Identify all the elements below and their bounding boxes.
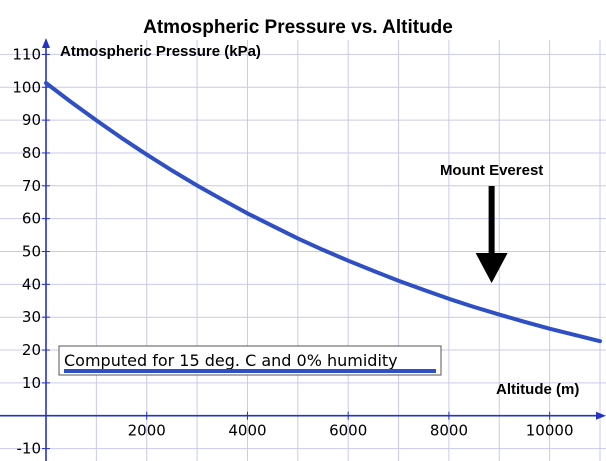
annotation-arrow-head <box>475 253 508 283</box>
axes <box>0 38 606 461</box>
y-tick-label: 10 <box>22 374 41 392</box>
pressure-curve <box>44 81 602 344</box>
y-tick-label: 80 <box>22 144 41 162</box>
x-tick-label: 4000 <box>228 422 266 440</box>
y-tick-label: 110 <box>12 45 41 63</box>
annotation-arrow-shaft <box>488 186 495 256</box>
y-tick-label: 90 <box>22 111 41 129</box>
annotations: Mount Everest <box>440 162 543 283</box>
y-axis-arrow <box>42 38 50 48</box>
x-tick-label: 8000 <box>430 422 468 440</box>
x-tick-label: 6000 <box>329 422 367 440</box>
y-tick-label: 60 <box>22 210 41 228</box>
y-tick-label: 30 <box>22 308 41 326</box>
x-axis-label: Altitude (m) <box>496 381 579 398</box>
tick-labels: 2000 4000 6000 8000 10000 -10 10 20 30 40 50 60 70 80… <box>12 45 573 457</box>
y-tick-label: 100 <box>12 78 41 96</box>
series <box>44 81 602 344</box>
x-axis-arrow <box>596 411 606 420</box>
y-axis-label: Atmospheric Pressure (kPa) <box>60 43 261 60</box>
legend-text: Computed for 15 deg. C and 0% humidity <box>64 351 398 370</box>
x-tick-label: 10000 <box>526 422 574 440</box>
y-tick-label: 40 <box>22 275 41 293</box>
annotation-label: Mount Everest <box>440 162 543 179</box>
y-tick-label: 70 <box>22 177 41 195</box>
chart-title: Atmospheric Pressure vs. Altitude <box>143 17 453 38</box>
y-tick-label: 50 <box>22 243 41 261</box>
legend: Computed for 15 deg. C and 0% humidity <box>58 345 442 376</box>
y-tick-label: -10 <box>17 440 42 458</box>
x-tick-label: 2000 <box>128 422 166 440</box>
y-tick-label: 20 <box>22 341 41 359</box>
